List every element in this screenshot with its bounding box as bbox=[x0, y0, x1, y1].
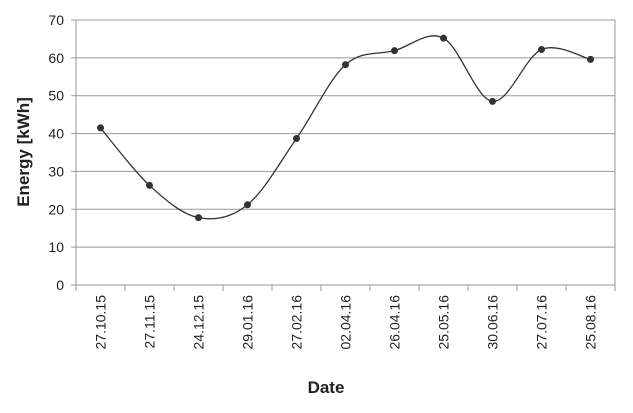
y-tick-label: 60 bbox=[48, 50, 64, 66]
y-tick-label: 40 bbox=[48, 126, 64, 142]
data-point bbox=[391, 47, 398, 55]
x-tick-label: 02.04.16 bbox=[338, 295, 354, 350]
data-point bbox=[97, 124, 104, 132]
y-tick-label: 30 bbox=[48, 163, 64, 179]
x-tick-label: 25.05.16 bbox=[436, 295, 452, 350]
y-tick-label: 70 bbox=[48, 12, 64, 28]
data-point bbox=[440, 34, 447, 42]
x-tick-label: 27.10.15 bbox=[93, 295, 109, 350]
y-tick-label: 20 bbox=[48, 201, 64, 217]
plot-border bbox=[75, 19, 616, 286]
data-point bbox=[489, 97, 496, 105]
x-tick-label: 27.07.16 bbox=[534, 295, 550, 350]
y-axis-title: Energy [kWh] bbox=[14, 97, 33, 207]
y-tick-label: 50 bbox=[48, 88, 64, 104]
y-tick-label: 10 bbox=[48, 239, 64, 255]
x-tick-label: 27.02.16 bbox=[289, 295, 305, 350]
x-tick-label: 26.04.16 bbox=[387, 295, 403, 350]
data-point bbox=[146, 181, 153, 189]
x-tick-label: 29.01.16 bbox=[240, 295, 256, 350]
data-point bbox=[293, 134, 300, 142]
data-point bbox=[342, 61, 349, 69]
x-tick-label: 27.11.15 bbox=[142, 295, 158, 349]
y-tick-label: 0 bbox=[56, 277, 64, 293]
data-point bbox=[244, 201, 251, 209]
x-tick-label: 30.06.16 bbox=[485, 295, 501, 350]
data-point bbox=[195, 214, 202, 222]
x-tick-label: 25.08.16 bbox=[583, 295, 599, 350]
x-axis-title: Date bbox=[308, 378, 345, 397]
data-point bbox=[587, 55, 594, 63]
data-point bbox=[538, 46, 545, 54]
x-tick-label: 24.12.15 bbox=[191, 295, 207, 350]
